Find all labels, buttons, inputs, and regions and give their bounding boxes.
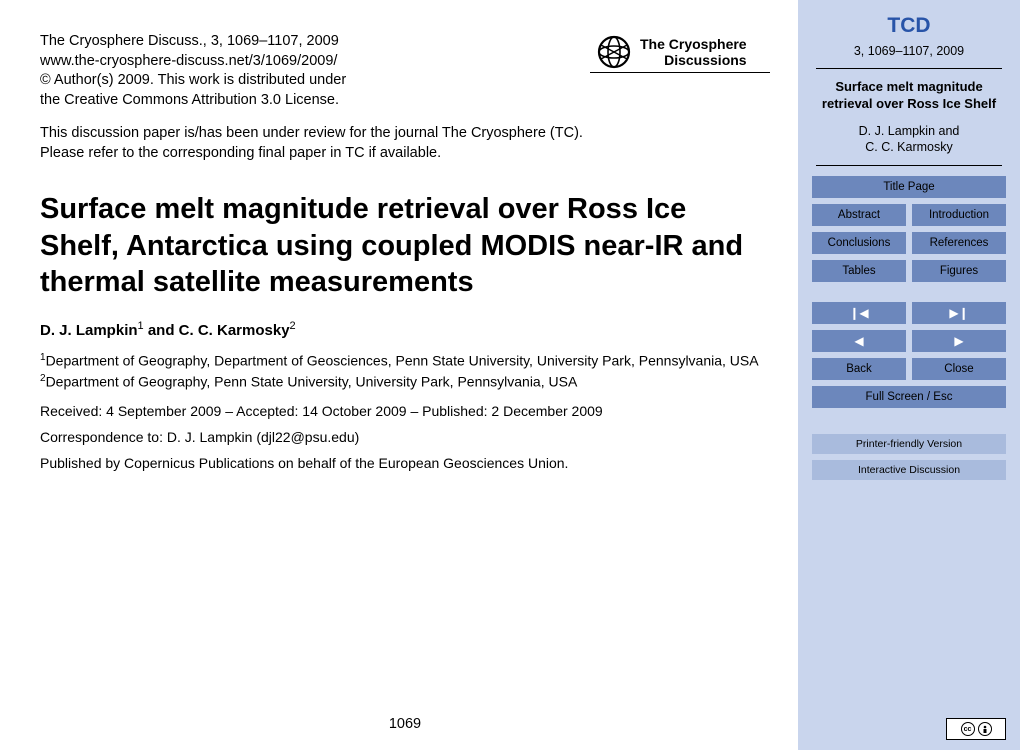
review-note-line-2: Please refer to the corresponding final … [40,144,770,164]
last-page-button[interactable]: ▶❙ [912,302,1006,324]
interactive-discussion-button[interactable]: Interactive Discussion [812,460,1006,480]
next-page-button[interactable]: ▶ [912,330,1006,352]
citation-line-4: the Creative Commons Attribution 3.0 Lic… [40,91,346,111]
authors-connector: and [144,322,179,339]
introduction-button[interactable]: Introduction [912,204,1006,226]
cc-by-badge[interactable]: cc [946,718,1006,740]
citation-line-2: www.the-cryosphere-discuss.net/3/1069/20… [40,52,346,72]
citation-line-1: The Cryosphere Discuss., 3, 1069–1107, 2… [40,32,346,52]
sidebar-divider-1 [816,68,1002,69]
first-page-button[interactable]: ❙◀ [812,302,906,324]
conclusions-button[interactable]: Conclusions [812,232,906,254]
title-page-button[interactable]: Title Page [812,176,1006,198]
correspondence-line: Correspondence to: D. J. Lampkin (djl22@… [40,429,770,445]
by-icon [978,722,992,736]
main-content: The Cryosphere Discuss., 3, 1069–1107, 2… [0,0,798,750]
review-note-line-1: This discussion paper is/has been under … [40,124,770,144]
journal-logo-text: The Cryosphere Discussions [640,36,747,68]
egu-logo-icon [596,34,632,70]
authors-line: D. J. Lampkin1 and C. C. Karmosky2 [40,320,770,339]
journal-name-1: The Cryosphere [640,36,747,52]
citation-line-3: © Author(s) 2009. This work is distribut… [40,71,346,91]
printer-friendly-button[interactable]: Printer-friendly Version [812,434,1006,454]
citation-block: The Cryosphere Discuss., 3, 1069–1107, 2… [40,32,346,110]
sidebar-divider-2 [816,165,1002,166]
logo-underline [590,72,770,73]
sidebar-journal-abbrev[interactable]: TCD [812,14,1006,38]
author-2-sup: 2 [290,320,296,332]
affiliation-1: 1Department of Geography, Department of … [40,351,770,370]
abstract-button[interactable]: Abstract [812,204,906,226]
close-button[interactable]: Close [912,358,1006,380]
affiliation-2-text: Department of Geography, Penn State Univ… [46,374,578,390]
sidebar-short-title: Surface melt magnitude retrieval over Ro… [812,79,1006,113]
review-note: This discussion paper is/has been under … [40,124,770,163]
prev-page-button[interactable]: ◀ [812,330,906,352]
cc-icon: cc [961,722,975,736]
references-button[interactable]: References [912,232,1006,254]
author-1-name: D. J. Lampkin [40,322,138,339]
journal-name-2: Discussions [640,52,747,68]
sidebar: TCD 3, 1069–1107, 2009 Surface melt magn… [798,0,1020,750]
back-button[interactable]: Back [812,358,906,380]
author-2-name: C. C. Karmosky [179,322,290,339]
sidebar-authors: D. J. Lampkin and C. C. Karmosky [812,123,1006,156]
tables-button[interactable]: Tables [812,260,906,282]
fullscreen-button[interactable]: Full Screen / Esc [812,386,1006,408]
affiliation-2: 2Department of Geography, Penn State Uni… [40,372,770,391]
publisher-line: Published by Copernicus Publications on … [40,455,770,471]
sidebar-issue: 3, 1069–1107, 2009 [812,44,1006,58]
figures-button[interactable]: Figures [912,260,1006,282]
journal-logo-block: The Cryosphere Discussions [590,32,770,73]
paper-title: Surface melt magnitude retrieval over Ro… [40,191,770,300]
dates-line: Received: 4 September 2009 – Accepted: 1… [40,403,770,419]
page-number: 1069 [40,716,770,738]
sidebar-authors-line-2: C. C. Karmosky [812,139,1006,155]
header-row: The Cryosphere Discuss., 3, 1069–1107, 2… [40,32,770,110]
affiliation-1-text: Department of Geography, Department of G… [46,353,759,369]
sidebar-authors-line-1: D. J. Lampkin and [812,123,1006,139]
nav-area: Title Page Abstract Introduction Conclus… [812,176,1006,480]
